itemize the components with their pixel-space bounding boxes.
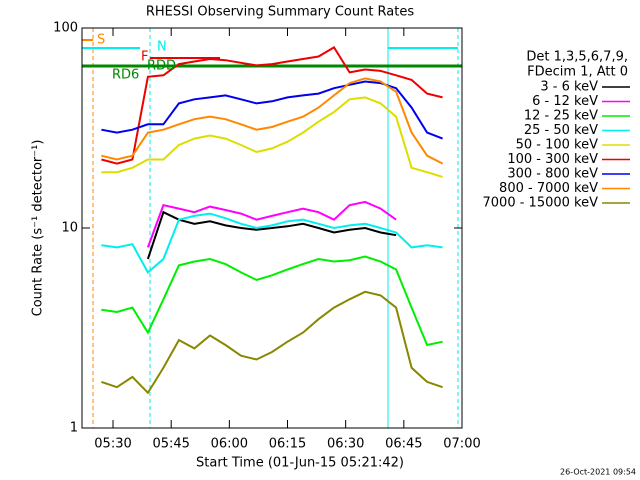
footer: 26-Oct-2021 09:54: [560, 468, 636, 477]
series-line: [101, 77, 444, 165]
legend-label: 25 - 50 keV: [524, 123, 598, 138]
legend-label: 3 - 6 keV: [540, 80, 598, 95]
chart-title: RHESSI Observing Summary Count Rates: [146, 5, 415, 20]
legend-label: 6 - 12 keV: [532, 94, 598, 109]
y-tick-label: 1: [70, 421, 78, 436]
y-tick-label: 100: [53, 21, 78, 36]
series-line: [101, 46, 443, 165]
x-tick-label: 07:00: [443, 437, 480, 452]
legend-label: 7000 - 15000 keV: [483, 196, 599, 211]
annotation: F: [141, 50, 148, 65]
x-tick-label: 06:45: [385, 437, 422, 452]
x-axis-label: Start Time (01-Jun-15 05:21:42): [196, 456, 404, 471]
series-line: [146, 200, 397, 248]
legend-label: 12 - 25 keV: [524, 109, 598, 124]
series-line: [101, 212, 443, 274]
legend-label: 50 - 100 keV: [516, 138, 599, 153]
annotation: RDD: [147, 59, 176, 74]
legend-title: FDecim 1, Att 0: [527, 65, 628, 80]
annotation: RD6: [112, 68, 139, 83]
annotation: S: [97, 33, 105, 48]
legend-label: 100 - 300 keV: [507, 152, 598, 167]
x-tick-label: 05:30: [94, 437, 131, 452]
series-line: [146, 210, 397, 260]
x-tick-label: 06:15: [269, 437, 306, 452]
x-tick-label: 06:00: [211, 437, 248, 452]
y-tick-label: 10: [61, 221, 78, 236]
series-line: [101, 96, 443, 178]
series-line: [101, 290, 443, 395]
legend-label: 800 - 7000 keV: [499, 181, 598, 196]
series-line: [101, 255, 443, 347]
legend-title: Det 1,3,5,6,7,9,: [526, 50, 628, 65]
x-tick-label: 06:30: [327, 437, 364, 452]
x-tick-label: 05:45: [152, 437, 189, 452]
legend-label: 300 - 800 keV: [507, 167, 598, 182]
y-axis-label: Count Rate (s⁻¹ detector⁻¹): [31, 140, 46, 317]
annotation: N: [157, 40, 167, 55]
